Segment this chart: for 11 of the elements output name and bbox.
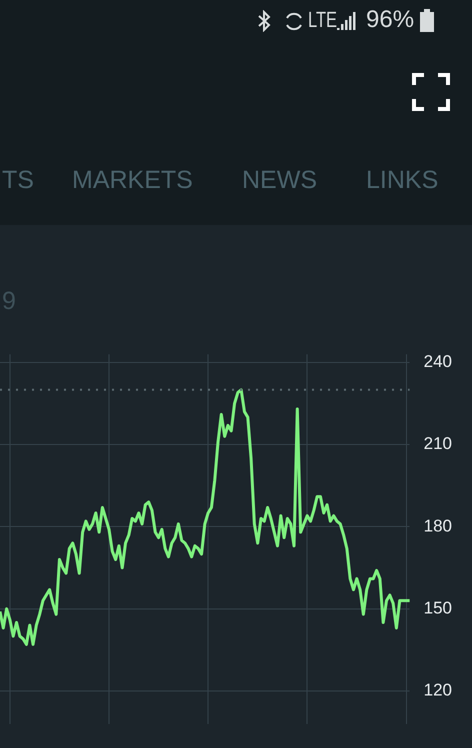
text: MARKETS xyxy=(72,166,193,195)
text: TS xyxy=(2,166,34,195)
y-tick-label: 150 xyxy=(424,598,452,618)
text: 96% xyxy=(366,6,414,34)
text: LTE xyxy=(308,7,338,33)
y-tick-label: 120 xyxy=(424,680,452,700)
text: NEWS xyxy=(242,166,317,195)
y-tick-label: 180 xyxy=(424,516,452,536)
y-tick-label: 240 xyxy=(424,352,452,372)
y-tick-label: 210 xyxy=(424,434,452,454)
text: LINKS xyxy=(366,166,438,195)
